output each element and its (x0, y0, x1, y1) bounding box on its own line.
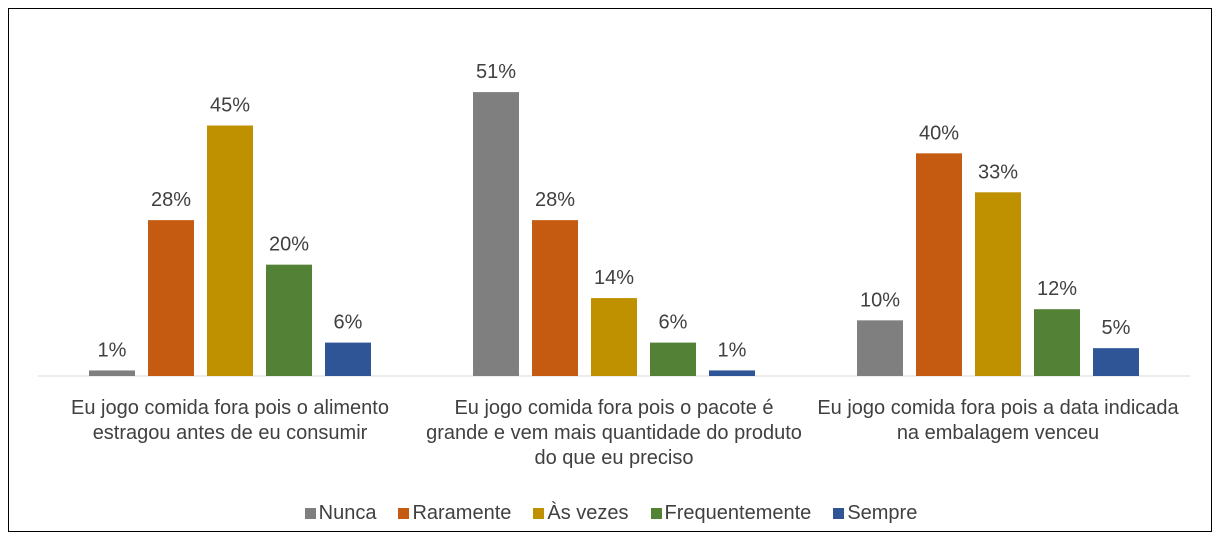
x-tick-label: Eu jogo comida fora pois o alimento estr… (71, 397, 389, 444)
data-label: 6% (334, 312, 363, 334)
bar (89, 370, 135, 376)
legend-item: Sempre (833, 502, 917, 525)
data-label: 40% (919, 122, 959, 144)
data-label: 12% (1037, 278, 1077, 300)
data-label: 6% (659, 312, 688, 334)
bar (207, 125, 253, 376)
bar (1034, 309, 1080, 376)
legend-label: Raramente (412, 502, 512, 524)
bar (532, 220, 578, 376)
bar (591, 298, 637, 376)
data-label: 28% (535, 189, 575, 211)
legend-swatch (533, 508, 545, 519)
bar (650, 342, 696, 376)
bar (975, 192, 1021, 376)
bar (857, 320, 903, 376)
legend-label: Sempre (847, 502, 918, 524)
bar (916, 153, 962, 376)
data-label: 5% (1102, 317, 1131, 339)
bar (148, 220, 194, 376)
chart-frame (8, 8, 1212, 532)
data-label: 10% (860, 289, 900, 311)
legend-swatch (304, 508, 316, 519)
data-label: 45% (210, 95, 250, 117)
bar (266, 264, 312, 376)
legend-item: Frequentemente (650, 502, 812, 525)
data-label: 51% (476, 61, 516, 83)
legend-swatch (833, 508, 845, 519)
data-label: 33% (978, 161, 1018, 183)
data-label: 1% (98, 339, 127, 361)
data-label: 1% (718, 339, 747, 361)
legend-item: Às vezes (533, 502, 629, 525)
legend-item: Raramente (398, 502, 511, 525)
bar (709, 370, 755, 376)
data-label: 28% (151, 189, 191, 211)
x-tick-label: Eu jogo comida fora pois o pacote é gran… (426, 397, 802, 469)
bar (473, 92, 519, 376)
legend-swatch (650, 508, 662, 519)
legend-label: Nunca (318, 502, 377, 524)
x-tick-label: Eu jogo comida fora pois a data indicada… (817, 397, 1179, 444)
legend-swatch (398, 508, 410, 519)
bar (325, 342, 371, 376)
legend: Nunca Raramente Às vezes Frequentemente Semp… (0, 502, 1222, 525)
legend-label: Frequentemente (664, 502, 812, 524)
data-label: 14% (594, 267, 634, 289)
data-label: 20% (269, 234, 309, 256)
bar (1093, 348, 1139, 376)
legend-label: Às vezes (547, 502, 629, 524)
legend-item: Nunca (304, 502, 377, 525)
